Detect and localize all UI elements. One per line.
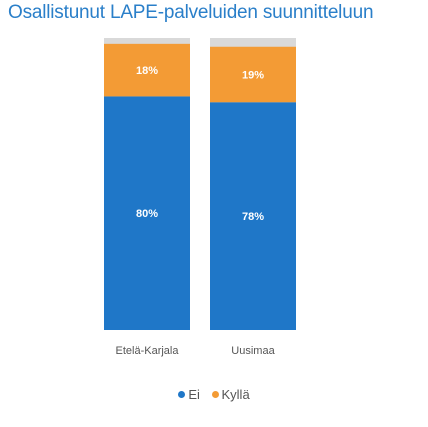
data-label-ei-etel-karjala: 80% <box>136 208 158 220</box>
legend-label-kylla: Kyllä <box>221 387 250 402</box>
bar-kyll--uusimaa <box>210 46 296 103</box>
legend: Ei Kyllä <box>0 387 428 402</box>
data-label-kyll--etel-karjala: 18% <box>136 65 158 77</box>
data-label-ei-uusimaa: 78% <box>242 211 264 223</box>
legend-swatch-ei <box>178 391 186 399</box>
x-tick-label-uusimaa: Uusimaa <box>231 345 275 357</box>
data-label-kyll--uusimaa: 19% <box>242 70 264 82</box>
bar-kyll--etel-karjala <box>104 43 190 97</box>
legend-item-ei[interactable]: Ei <box>178 387 200 402</box>
x-tick-label-etel-karjala: Etelä-Karjala <box>116 345 180 357</box>
legend-label-ei: Ei <box>188 387 200 402</box>
chart-title: Osallistunut LAPE-palveluiden suunnittel… <box>8 2 374 23</box>
legend-item-kylla[interactable]: Kyllä <box>211 387 250 402</box>
legend-swatch-kylla <box>211 391 219 399</box>
bar-ei-etel-karjala <box>104 96 190 331</box>
bar-ei-uusimaa <box>210 102 296 331</box>
